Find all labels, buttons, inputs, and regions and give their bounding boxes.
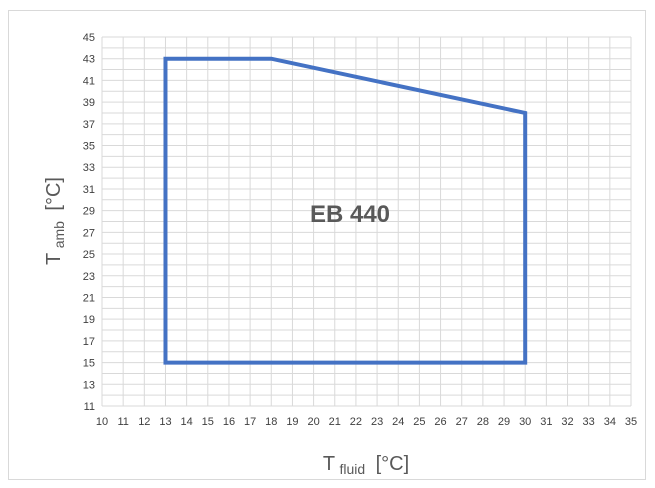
x-axis-title-main: T (323, 453, 335, 475)
x-tick-label: 25 (413, 416, 425, 428)
grid (101, 36, 632, 407)
x-tick-label: 23 (371, 416, 383, 428)
x-tick-label: 10 (96, 416, 108, 428)
x-tick-label: 20 (307, 416, 319, 428)
x-tick-label: 14 (181, 416, 193, 428)
chart-frame (8, 10, 646, 480)
y-axis-title-unit: [°C] (43, 177, 65, 211)
y-tick-label: 31 (83, 184, 95, 196)
y-tick-label: 17 (83, 336, 95, 348)
x-tick-label: 13 (159, 416, 171, 428)
x-tick-label: 11 (117, 416, 128, 428)
y-tick-label: 27 (83, 227, 95, 239)
x-tick-label: 26 (434, 416, 446, 428)
x-tick-label: 24 (392, 416, 404, 428)
y-tick-label: 23 (83, 271, 95, 283)
y-axis-title: T amb [°C] (43, 177, 68, 265)
x-tick-label: 31 (540, 416, 552, 428)
x-tick-label: 17 (244, 416, 256, 428)
x-tick-label: 28 (477, 416, 489, 428)
x-tick-label: 33 (583, 416, 595, 428)
y-tick-label: 21 (83, 292, 95, 304)
y-tick-label: 35 (83, 141, 95, 153)
x-axis-title-sub: fluid (339, 461, 365, 477)
y-tick-label: 29 (83, 206, 95, 218)
y-tick-label: 13 (83, 379, 95, 391)
envelope-line (163, 56, 528, 365)
x-tick-label: 22 (350, 416, 362, 428)
x-tick-label: 19 (286, 416, 298, 428)
series (163, 56, 528, 365)
x-tick-label: 12 (138, 416, 150, 428)
x-tick-label: 34 (604, 416, 616, 428)
x-tick-label: 21 (329, 416, 341, 428)
y-tick-label: 33 (83, 162, 95, 174)
y-axis-title-sub: amb (51, 221, 67, 248)
y-tick-label: 15 (83, 358, 95, 370)
x-tick-label: 15 (202, 416, 214, 428)
x-tick-label: 29 (498, 416, 510, 428)
x-tick-label: 18 (265, 416, 277, 428)
chart-annotation: EB 440 (310, 201, 390, 228)
x-axis-title-unit: [°C] (376, 453, 410, 475)
x-tick-label: 32 (561, 416, 573, 428)
tick-labels: 10 11 12 13 14 15 16 17 18 19 20 21 22 23 24 25 26 27 28 29… (83, 32, 637, 428)
y-axis-title-main: T (43, 253, 65, 265)
y-tick-label: 41 (83, 75, 95, 87)
x-axis-title: T fluid [°C] (323, 453, 409, 478)
x-tick-label: 35 (625, 416, 637, 428)
y-tick-label: 19 (83, 314, 95, 326)
x-tick-label: 16 (223, 416, 235, 428)
y-tick-label: 25 (83, 249, 95, 261)
x-tick-label: 30 (519, 416, 531, 428)
y-tick-label: 45 (83, 32, 95, 44)
x-tick-label: 27 (456, 416, 468, 428)
y-tick-label: 39 (83, 97, 95, 109)
y-tick-label: 43 (83, 54, 95, 66)
y-tick-label: 11 (84, 401, 95, 413)
y-tick-label: 37 (83, 119, 95, 131)
